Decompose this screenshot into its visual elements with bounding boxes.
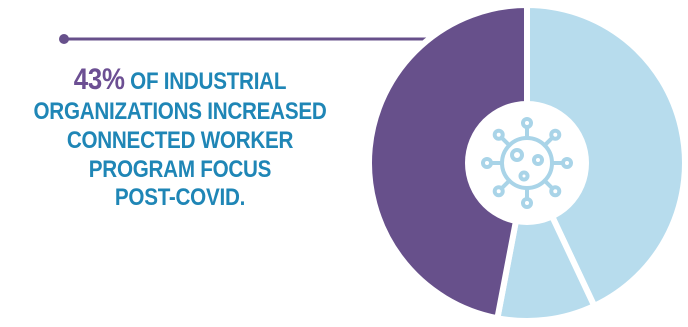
virus-spike-tip [481,157,493,169]
virus-spike-tip [521,117,533,129]
virus-spike-tip [492,128,505,141]
pie-slices [366,2,688,324]
virus-spike-tip [549,185,562,198]
headline-percent: 43% [73,63,125,96]
virus-spike-tip [561,157,573,169]
headline-line-1: 43% OF INDUSTRIAL [25,62,335,98]
virus-spike-tip [521,197,533,209]
virus-icon [481,117,573,209]
headline-line-5: POST-COVID. [114,184,246,212]
headline: 43% OF INDUSTRIAL ORGANIZATIONS INCREASE… [0,62,360,213]
pie-slice-1 [524,2,688,309]
pointer-line [59,34,452,44]
virus-spike-tip [549,128,562,141]
headline-line-4: PROGRAM FOCUS [88,155,272,183]
pie-slice-3 [366,2,530,322]
headline-line-2: ORGANIZATIONS INCREASED [33,98,327,125]
headline-line-1-text: OF INDUSTRIAL [130,68,287,95]
virus-spike-tip [492,185,505,198]
headline-line-3: CONNECTED WORKER [66,126,294,154]
